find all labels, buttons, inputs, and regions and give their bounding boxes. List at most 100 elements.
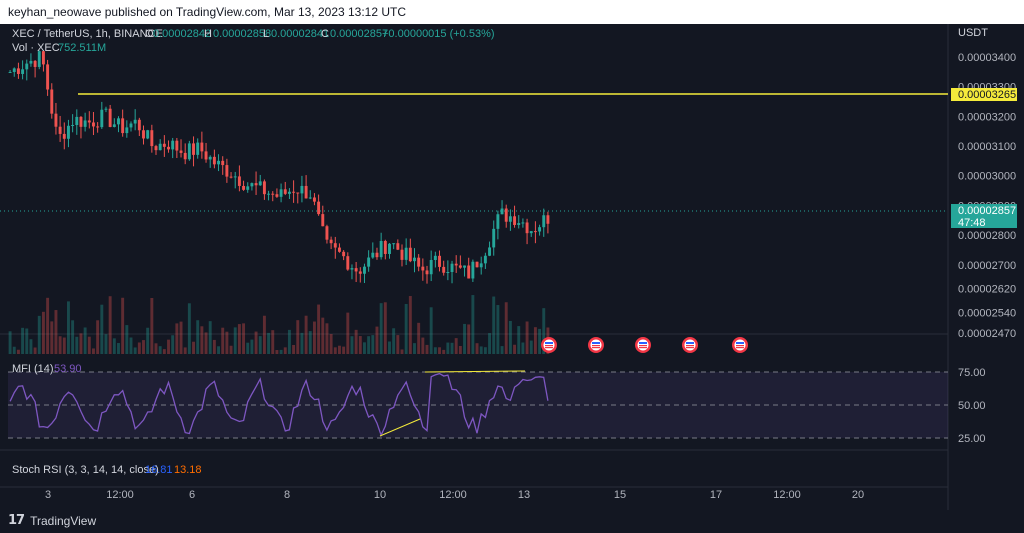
hline-price-label: 0.00003265 <box>958 89 1016 101</box>
stoch-k-value: 16.81 <box>145 464 173 476</box>
candle-body <box>158 143 162 151</box>
candle-body <box>75 116 79 126</box>
volume-bar <box>100 304 104 354</box>
candle-body <box>129 123 133 128</box>
candle-body <box>33 60 37 67</box>
volume-bar <box>112 338 116 354</box>
candle-body <box>192 143 195 155</box>
candle-body <box>54 113 58 127</box>
volume-bar <box>358 336 362 354</box>
volume-bar <box>325 323 329 354</box>
candle-body <box>425 270 429 275</box>
volume-bar <box>317 304 321 354</box>
volume-bar <box>204 332 208 354</box>
tradingview-logo[interactable]: 17 TradingView <box>8 513 96 528</box>
candle-body <box>242 185 246 190</box>
volume-bar <box>438 347 441 354</box>
volume-bar <box>187 303 191 354</box>
ohlc-o-label: O <box>145 28 154 40</box>
candle-body <box>133 119 137 124</box>
us-flag-icon[interactable] <box>588 337 604 353</box>
candle-body <box>100 109 104 128</box>
publish-bar: keyhan_neowave published on TradingView.… <box>0 0 1024 24</box>
candle-body <box>41 51 45 65</box>
candle-body <box>521 222 525 224</box>
volume-bar <box>179 321 183 354</box>
countdown-label: 47:48 <box>958 217 986 229</box>
volume-bar <box>71 320 75 354</box>
volume-bar <box>196 320 200 354</box>
volume-bar <box>496 305 500 354</box>
candle-body <box>258 181 262 186</box>
divergence-line-low[interactable] <box>379 418 421 437</box>
volume-bar <box>133 347 137 354</box>
volume-bar <box>142 340 145 354</box>
volume-bar <box>342 346 346 354</box>
us-flag-icon[interactable] <box>682 337 698 353</box>
volume-bar <box>262 315 266 354</box>
candle-body <box>217 160 221 165</box>
volume-bar <box>333 347 337 354</box>
candle-body <box>542 215 546 228</box>
volume-bar <box>442 349 446 354</box>
volume-bar <box>354 329 358 354</box>
divergence-line-high[interactable] <box>424 370 526 373</box>
currency-label: USDT <box>958 27 988 39</box>
candle-body <box>29 60 33 64</box>
candles <box>8 50 550 284</box>
us-flag-icon[interactable] <box>732 337 748 353</box>
us-flag-icon[interactable] <box>635 337 651 353</box>
candle-body <box>62 133 66 139</box>
volume-bar <box>79 333 83 354</box>
volume-bar <box>217 346 221 354</box>
ohlc-h-value: 0.00002858 <box>213 28 271 40</box>
candle-body <box>454 263 458 266</box>
candle-body <box>471 261 475 279</box>
volume-bar <box>429 307 433 354</box>
price-tick-label: 0.00002620 <box>958 284 1016 296</box>
chart-area[interactable]: XEC / TetherUS, 1h, BINANCE O 0.00002842… <box>0 24 1024 510</box>
candle-body <box>50 89 54 114</box>
time-tick-label: 15 <box>614 489 626 501</box>
candle-body <box>383 240 387 254</box>
candle-body <box>546 215 550 224</box>
price-tick-label: 0.00002540 <box>958 307 1016 319</box>
chart-svg[interactable]: XEC / TetherUS, 1h, BINANCE O 0.00002842… <box>0 24 1024 510</box>
candle-body <box>350 268 354 270</box>
candle-body <box>204 151 208 160</box>
candle-body <box>421 266 425 271</box>
candle-body <box>479 263 483 268</box>
volume-bar <box>375 326 379 354</box>
price-tick-label: 0.00002800 <box>958 230 1016 242</box>
volume-bar <box>396 335 400 354</box>
tradingview-logo-icon: 17 <box>8 513 25 528</box>
candle-body <box>500 208 504 215</box>
volume-bar <box>346 312 350 354</box>
mfi-tick-label: 25.00 <box>958 433 986 445</box>
volume-bar <box>46 297 50 354</box>
candle-body <box>529 231 533 234</box>
us-flag-icon[interactable] <box>541 337 557 353</box>
candle-body <box>283 189 287 194</box>
volume-bar <box>308 331 312 354</box>
volume-bar <box>221 327 225 354</box>
mfi-value: 53.90 <box>54 363 82 375</box>
candle-body <box>467 265 471 279</box>
candle-body <box>392 243 396 245</box>
candle-body <box>125 127 129 134</box>
time-tick-label: 20 <box>852 489 864 501</box>
candle-body <box>492 228 496 248</box>
volume-bar <box>192 341 195 354</box>
volume-bar <box>329 334 333 354</box>
volume-bar <box>96 320 100 354</box>
volume-bar <box>283 347 287 354</box>
volume-bar <box>229 345 233 354</box>
candle-body <box>342 251 346 257</box>
candle-body <box>538 227 542 232</box>
volume-bar <box>267 332 271 354</box>
volume-bar <box>50 321 54 354</box>
mfi-line <box>9 372 549 437</box>
candle-body <box>66 125 70 139</box>
candle-body <box>433 255 437 260</box>
candle-body <box>475 261 479 268</box>
